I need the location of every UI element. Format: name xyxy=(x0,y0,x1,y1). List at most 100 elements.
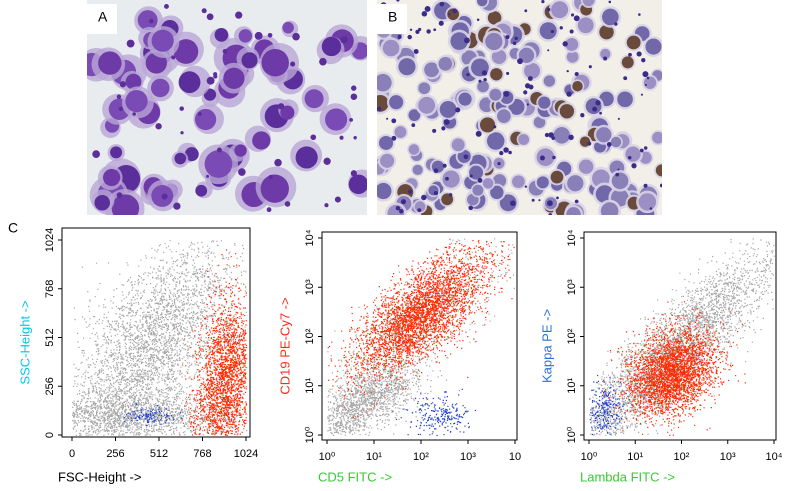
nucleus xyxy=(110,146,123,159)
debris xyxy=(606,142,612,147)
nucleus xyxy=(194,108,217,131)
x-tick-label: 10³ xyxy=(460,451,476,463)
debris xyxy=(441,126,446,131)
debris xyxy=(570,13,575,17)
debris xyxy=(568,134,574,141)
debris xyxy=(161,193,168,200)
debris xyxy=(566,91,572,97)
debris xyxy=(588,65,592,69)
y-tick-label: 10³ xyxy=(304,279,316,295)
nucleus xyxy=(379,135,394,150)
nucleus xyxy=(518,134,530,145)
micrograph-b-cells xyxy=(377,0,662,215)
debris xyxy=(617,168,620,171)
nucleus xyxy=(261,48,289,77)
debris xyxy=(636,51,642,57)
nucleus xyxy=(408,144,420,155)
x-tick-label: 1024 xyxy=(234,448,258,460)
debris xyxy=(396,0,400,2)
debris xyxy=(266,207,272,213)
debris xyxy=(222,48,228,54)
debris xyxy=(411,123,416,128)
nucleus xyxy=(512,175,525,189)
debris xyxy=(418,27,422,32)
debris xyxy=(433,190,439,196)
debris xyxy=(417,208,422,213)
nucleus xyxy=(439,101,457,118)
nucleus xyxy=(567,175,584,192)
micrograph-a-cells xyxy=(87,3,367,215)
debris xyxy=(528,84,534,90)
x-tick-label: 10 xyxy=(509,451,521,463)
nucleus xyxy=(524,62,540,79)
debris xyxy=(407,34,412,40)
nucleus xyxy=(497,109,511,123)
debris xyxy=(149,18,154,24)
debris xyxy=(421,194,427,201)
debris xyxy=(426,29,431,34)
debris xyxy=(323,157,331,165)
debris xyxy=(569,29,574,34)
nucleus xyxy=(655,164,662,177)
x-tick-label: 512 xyxy=(150,448,168,460)
debris xyxy=(119,81,127,88)
nucleus xyxy=(260,174,289,203)
debris xyxy=(421,11,428,17)
debris xyxy=(574,199,579,204)
debris xyxy=(274,158,282,167)
debris xyxy=(267,32,273,38)
debris xyxy=(512,41,517,46)
x-tick-label: 10⁰ xyxy=(319,451,336,463)
y-axis-label: CD19 PE-Cy7 -> xyxy=(277,297,292,394)
debris xyxy=(614,22,618,26)
debris xyxy=(466,72,470,77)
debris xyxy=(524,185,528,188)
debris xyxy=(408,189,413,194)
nucleus xyxy=(382,39,400,57)
nucleus xyxy=(625,146,641,162)
x-tick-label: 10² xyxy=(674,451,690,463)
nucleus xyxy=(103,168,121,187)
debris xyxy=(448,193,453,197)
nucleus xyxy=(214,28,229,42)
debris xyxy=(351,85,357,91)
debris xyxy=(531,198,535,202)
debris xyxy=(132,112,136,116)
y-tick-label: 10⁴ xyxy=(566,229,578,246)
debris xyxy=(506,71,510,75)
debris xyxy=(623,76,628,81)
nucleus xyxy=(539,22,557,40)
nucleus xyxy=(280,105,295,120)
nucleus xyxy=(645,38,662,55)
debris xyxy=(641,57,646,63)
debris xyxy=(116,192,123,199)
nucleus xyxy=(394,126,407,139)
debris xyxy=(649,207,653,210)
debris xyxy=(324,203,329,208)
label-box xyxy=(377,4,407,34)
nucleus xyxy=(412,164,423,176)
nucleus xyxy=(550,170,564,184)
debris xyxy=(643,183,648,188)
event-cloud xyxy=(72,240,248,436)
debris xyxy=(216,147,222,153)
nucleus xyxy=(489,88,502,101)
debris xyxy=(415,29,420,34)
debris xyxy=(628,156,632,160)
debris xyxy=(631,163,637,169)
debris xyxy=(340,36,348,44)
debris xyxy=(448,13,451,16)
debris xyxy=(592,106,598,112)
debris xyxy=(413,49,419,54)
nucleus xyxy=(582,0,595,7)
nucleus xyxy=(480,117,496,133)
nucleus xyxy=(543,75,556,87)
nucleus xyxy=(151,29,174,52)
nucleus xyxy=(398,58,416,76)
nucleus xyxy=(652,131,662,144)
y-tick-label: 0 xyxy=(44,432,56,438)
debris xyxy=(391,118,397,124)
debris xyxy=(235,11,243,19)
nucleus xyxy=(234,144,247,157)
debris xyxy=(547,49,550,52)
